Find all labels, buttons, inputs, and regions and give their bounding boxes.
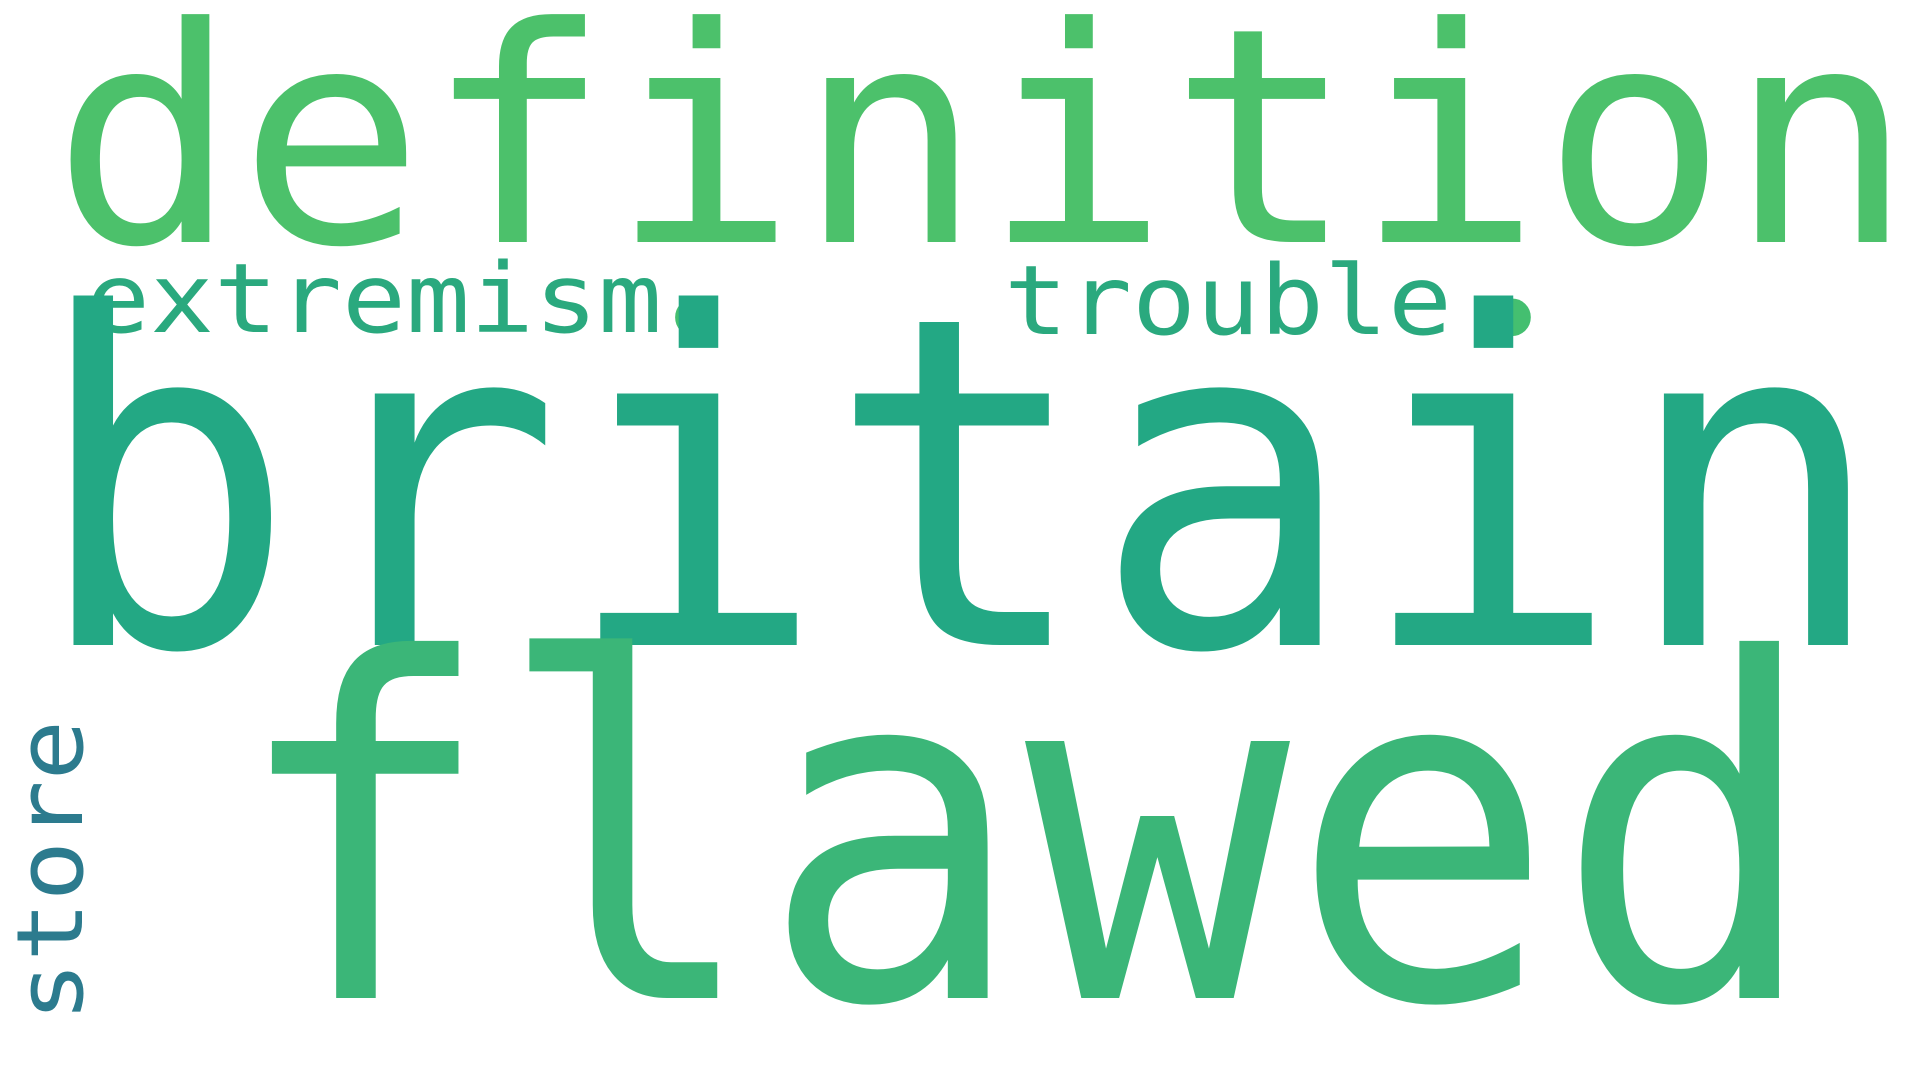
dot-left: • [655, 245, 733, 397]
dot-right: • [1473, 245, 1551, 397]
word-definition: definition [52, 0, 1914, 313]
word-extremism: extremism [86, 243, 662, 355]
word-store: store [0, 720, 104, 1022]
word-trouble: trouble [1004, 245, 1452, 357]
word-flawed: flawed [230, 562, 1820, 1080]
word-britain: britain [32, 219, 1887, 754]
